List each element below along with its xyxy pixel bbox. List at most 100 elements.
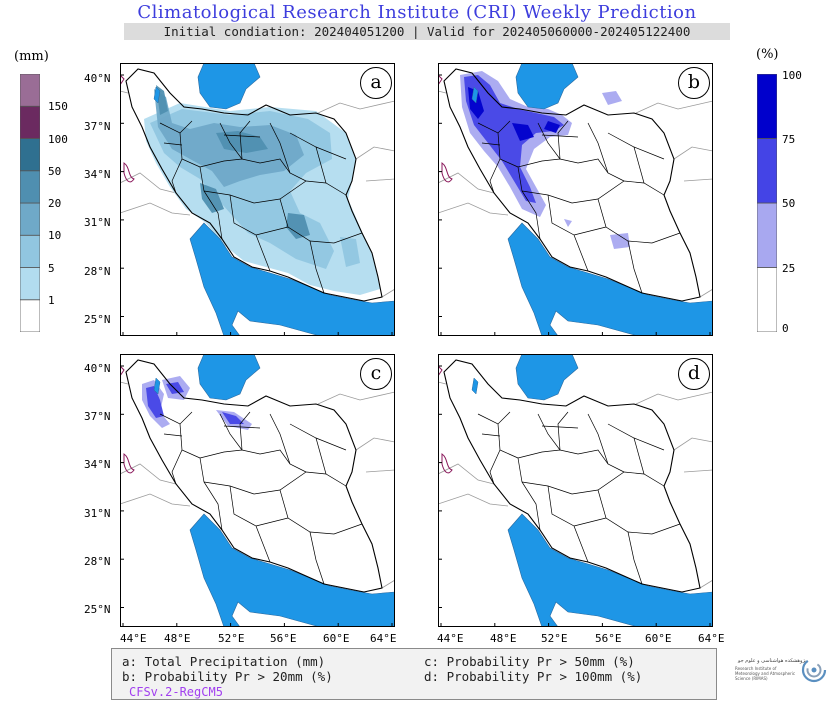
- map-frame: [120, 354, 395, 627]
- province-border: [541, 134, 579, 138]
- left-colorbar-level: 50: [48, 165, 62, 178]
- lat-label: 34°N: [84, 168, 111, 181]
- lon-label: 60°E: [323, 632, 350, 645]
- province-border: [547, 485, 589, 563]
- page-title: Climatological Research Institute (CRI) …: [137, 2, 697, 23]
- neighbor-border: [355, 437, 395, 451]
- lat-label: 28°N: [84, 265, 111, 278]
- legend-b: b: Probability Pr > 20mm (%): [122, 669, 333, 684]
- precip-contour: [200, 183, 224, 213]
- neighbor-border: [438, 172, 495, 194]
- left-colorbar-level: 10: [48, 229, 62, 242]
- province-border: [633, 437, 645, 475]
- province-border: [587, 413, 609, 465]
- province-border: [633, 146, 645, 184]
- panel-letter-a: a: [360, 67, 392, 99]
- lon-label: 56°E: [595, 632, 622, 645]
- province-border: [517, 449, 579, 459]
- lat-label: 31°N: [84, 216, 111, 229]
- province-border: [315, 146, 327, 184]
- lon-label: 48°E: [490, 632, 517, 645]
- province-border: [309, 240, 325, 294]
- lon-label: 44°E: [437, 632, 464, 645]
- lon-label: 56°E: [270, 632, 297, 645]
- coast-outline: [438, 365, 443, 377]
- neighbor-border: [673, 146, 713, 160]
- map-panel-c: [120, 354, 395, 627]
- left-colorbar-level: 5: [48, 262, 55, 275]
- caspian-sea: [197, 63, 261, 110]
- lat-label: 25°N: [84, 313, 111, 326]
- neighbor-border: [438, 381, 447, 385]
- province-border: [315, 437, 327, 475]
- province-border: [309, 531, 325, 585]
- precip-contour: [222, 412, 244, 424]
- right-colorbar-swatch: [757, 267, 777, 332]
- province-border: [577, 158, 625, 182]
- province-border: [223, 134, 261, 138]
- right-colorbar-swatch: [757, 74, 777, 139]
- neighbor-border: [635, 100, 713, 114]
- province-border: [229, 485, 271, 563]
- lon-label: 44°E: [120, 632, 147, 645]
- right-colorbar-level: 75: [782, 133, 796, 146]
- map-frame: [438, 63, 713, 336]
- lon-label: 48°E: [164, 632, 191, 645]
- province-border: [255, 517, 289, 527]
- persian-gulf: [507, 513, 713, 627]
- left-colorbar: [20, 74, 40, 332]
- province-border: [481, 142, 501, 146]
- left-colorbar-swatch: [20, 105, 40, 139]
- neighbor-border: [317, 100, 395, 114]
- map-frame: [120, 63, 395, 336]
- neighbor-border: [683, 178, 713, 182]
- neighbor-border: [635, 391, 713, 405]
- model-name: CFSv.2-RegCM5: [129, 685, 223, 699]
- province-border: [587, 122, 609, 174]
- precip-contour: [286, 213, 310, 239]
- coast-outline: [123, 162, 135, 183]
- persian-gulf: [507, 222, 713, 336]
- lake-urmia: [153, 377, 161, 395]
- lat-label: 28°N: [84, 555, 111, 568]
- province-border: [199, 449, 261, 459]
- province-border: [199, 457, 223, 531]
- province-border: [541, 425, 579, 429]
- left-colorbar-unit: (mm): [14, 49, 49, 64]
- neighbor-border: [699, 288, 713, 298]
- province-border: [517, 166, 541, 240]
- province-border: [547, 194, 589, 272]
- province-border: [171, 449, 183, 485]
- swirl-logo-icon: [801, 657, 827, 683]
- province-border: [239, 411, 251, 451]
- neighbor-border: [381, 579, 395, 589]
- neighbor-border: [365, 178, 395, 182]
- province-border: [573, 517, 607, 527]
- province-border: [199, 166, 223, 240]
- neighbor-border: [438, 493, 509, 507]
- precip-contour: [512, 123, 534, 141]
- province-border: [489, 158, 501, 194]
- left-colorbar-swatch: [20, 74, 40, 107]
- province-border: [537, 122, 561, 160]
- right-colorbar-unit: (%): [756, 47, 779, 62]
- map-panel-b: [438, 63, 713, 336]
- lon-label: 64°E: [370, 632, 397, 645]
- province-border: [517, 457, 541, 531]
- panel-letter-b: b: [678, 67, 710, 99]
- neighbor-border: [120, 90, 129, 94]
- province-border: [481, 433, 501, 437]
- right-colorbar-swatch: [757, 138, 777, 204]
- province-border: [219, 413, 243, 451]
- precip-contour: [564, 219, 572, 227]
- panel-letter-d: d: [678, 358, 710, 390]
- precip-contour: [146, 386, 164, 418]
- neighbor-border: [683, 469, 713, 473]
- neighbor-border: [438, 463, 495, 485]
- precip-contour: [544, 121, 560, 133]
- province-border: [537, 413, 561, 451]
- lon-label: 52°E: [218, 632, 245, 645]
- map-frame: [438, 354, 713, 627]
- iran-border: [125, 359, 383, 593]
- neighbor-border: [120, 172, 177, 194]
